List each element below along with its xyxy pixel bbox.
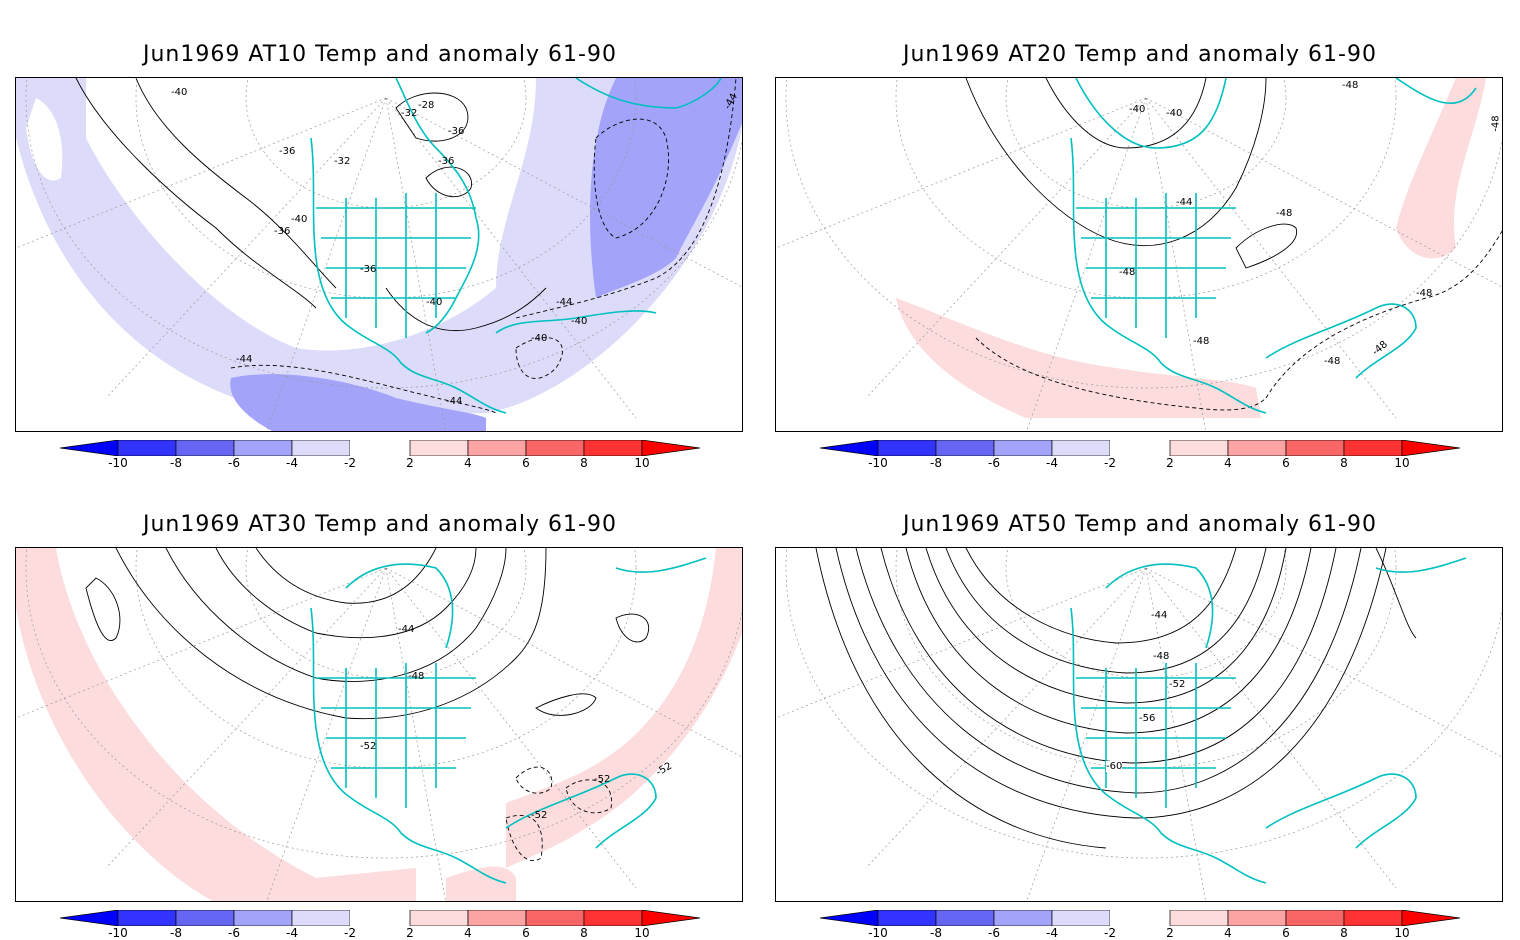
- colorbar-tick-label: 10: [634, 456, 650, 470]
- colorbar-swatches: [60, 910, 700, 926]
- contour-label: -48: [1193, 336, 1210, 347]
- panel-title: Jun1969 AT50 Temp and anomaly 61-90: [903, 512, 1377, 537]
- colorbar-swatches: [820, 440, 1460, 456]
- anomaly-map: [16, 78, 742, 431]
- contour-label: -48: [1276, 208, 1293, 219]
- colorbar-tick-label: -10: [108, 456, 128, 470]
- colorbar-tick-label: 4: [464, 456, 472, 470]
- contour-label: -48: [1416, 288, 1433, 299]
- contour-label: -52: [594, 774, 611, 785]
- contour-label: -36: [274, 226, 291, 237]
- contour-label: -48: [1324, 356, 1341, 367]
- colorbar-tick-label: -4: [286, 926, 298, 940]
- contour-label: -48: [408, 671, 425, 682]
- map-panel-at30: Jun1969 AT30 Temp and anomaly 61-90: [0, 470, 760, 940]
- colorbar-tick-label: 2: [1166, 456, 1174, 470]
- colorbar-tick-label: -8: [170, 926, 182, 940]
- colorbar-tick-label: 10: [1394, 926, 1410, 940]
- contour-label: -40: [1166, 108, 1183, 119]
- contour-label: -44: [398, 624, 415, 635]
- colorbar-tick-label: 10: [1394, 456, 1410, 470]
- contour-label: -40: [571, 316, 588, 327]
- contour-label: -44: [236, 354, 253, 365]
- colorbar-tick-label: -10: [868, 456, 888, 470]
- colorbar-tick-label: -10: [108, 926, 128, 940]
- contour-label: -40: [291, 214, 308, 225]
- colorbar-swatches: [820, 910, 1460, 926]
- contour-label: -32: [401, 108, 418, 119]
- anomaly-map: [776, 548, 1502, 901]
- contour-label: -32: [334, 156, 351, 167]
- contour-label: -48: [1490, 115, 1502, 132]
- contour-label: -44: [1176, 197, 1193, 208]
- contour-label: -36: [448, 126, 465, 137]
- colorbar-tick-label: -10: [868, 926, 888, 940]
- contour-label: -44: [1151, 610, 1168, 621]
- map-panel-at50: Jun1969 AT50 Temp and anomaly 61-90: [760, 470, 1520, 940]
- colorbar-tick-label: -6: [228, 926, 240, 940]
- colorbar-tick-label: 2: [406, 456, 414, 470]
- colorbar-tick-label: 2: [1166, 926, 1174, 940]
- contour-label: -44: [446, 396, 463, 407]
- colorbar-tick-label: -8: [930, 456, 942, 470]
- contour-label: -52: [531, 810, 548, 821]
- contour-label: -40: [1129, 104, 1146, 115]
- colorbar-tick-label: -6: [988, 456, 1000, 470]
- map-frame: -40 -28 -32 -36 -36 -36 -32 -36 -40 -36 …: [15, 77, 743, 432]
- map-frame: -44 -48 -52 -52 -52 -52: [15, 547, 743, 902]
- colorbar-tick-label: -8: [170, 456, 182, 470]
- colorbar-tick-label: 4: [1224, 456, 1232, 470]
- panel-title: Jun1969 AT30 Temp and anomaly 61-90: [143, 512, 617, 537]
- colorbar-tick-label: -2: [344, 926, 356, 940]
- colorbar-tick-label: -4: [286, 456, 298, 470]
- colorbar-tick-label: -2: [1104, 926, 1116, 940]
- contour-label: -52: [360, 741, 377, 752]
- contour-label: -36: [360, 264, 377, 275]
- panel-title: Jun1969 AT20 Temp and anomaly 61-90: [903, 42, 1377, 67]
- contour-label: -56: [1139, 713, 1156, 724]
- contour-label: -40: [171, 87, 188, 98]
- colorbar-tick-label: 8: [580, 926, 588, 940]
- colorbar-tick-label: 6: [1282, 926, 1290, 940]
- colorbar-tick-label: -2: [344, 456, 356, 470]
- colorbar-tick-label: 8: [1340, 926, 1348, 940]
- contour-label: -44: [556, 297, 573, 308]
- colorbar-swatches: [60, 440, 700, 456]
- anomaly-map: [16, 548, 742, 901]
- colorbar-tick-label: -6: [228, 456, 240, 470]
- colorbar-tick-label: -6: [988, 926, 1000, 940]
- contour-label: -60: [1106, 761, 1123, 772]
- colorbar-tick-label: 6: [1282, 456, 1290, 470]
- colorbar-tick-label: 2: [406, 926, 414, 940]
- colorbar-tick-label: -2: [1104, 456, 1116, 470]
- colorbar-tick-label: 6: [522, 456, 530, 470]
- contour-label: -48: [1119, 267, 1136, 278]
- contour-label: -36: [279, 146, 296, 157]
- panel-title: Jun1969 AT10 Temp and anomaly 61-90: [143, 42, 617, 67]
- colorbar-tick-label: 6: [522, 926, 530, 940]
- colorbar-tick-label: 8: [580, 456, 588, 470]
- colorbar-tick-label: 10: [634, 926, 650, 940]
- colorbar-tick-label: -8: [930, 926, 942, 940]
- contour-label: -28: [418, 100, 435, 111]
- colorbar-tick-label: 4: [1224, 926, 1232, 940]
- map-frame: -44 -48 -52 -56 -60: [775, 547, 1503, 902]
- map-panel-at10: Jun1969 AT10 Temp and anomaly 61-90: [0, 0, 760, 470]
- map-frame: -40 -40 -44 -48 -48 -48 -48 -48 -48 -48 …: [775, 77, 1503, 432]
- contour-label: -48: [1342, 80, 1359, 91]
- contour-label: -52: [1169, 679, 1186, 690]
- contour-label: -36: [438, 156, 455, 167]
- colorbar-tick-label: -4: [1046, 456, 1058, 470]
- contour-label: -40: [426, 297, 443, 308]
- contour-label: -40: [531, 333, 548, 344]
- colorbar-tick-label: -4: [1046, 926, 1058, 940]
- colorbar-tick-label: 8: [1340, 456, 1348, 470]
- contour-label: -48: [1153, 651, 1170, 662]
- anomaly-map: [776, 78, 1502, 431]
- map-panel-at20: Jun1969 AT20 Temp and anomaly 61-90: [760, 0, 1520, 470]
- colorbar-tick-label: 4: [464, 926, 472, 940]
